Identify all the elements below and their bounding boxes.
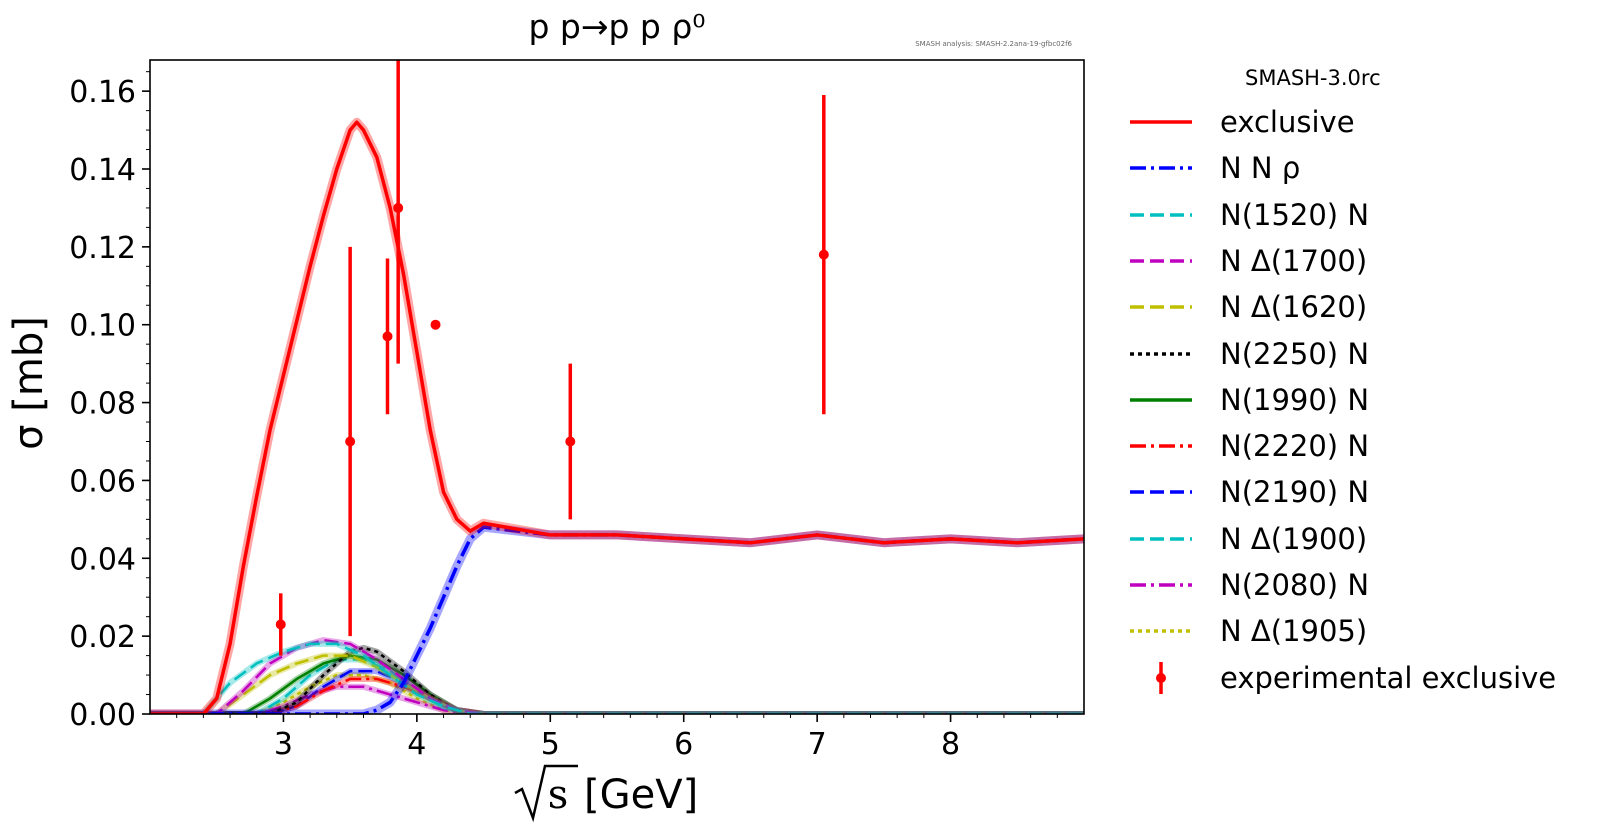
legend-entry: N(1990) N — [1130, 380, 1369, 420]
plot-frame — [149, 59, 1085, 715]
legend-entry: N Δ(1900) — [1130, 519, 1367, 559]
legend-entry: N(1520) N — [1130, 195, 1369, 235]
y-tick-label: 0.14 — [69, 153, 136, 188]
legend-label: exclusive — [1220, 105, 1355, 139]
legend-swatch — [1130, 259, 1192, 263]
y-tick-label: 0.00 — [69, 698, 136, 733]
y-tick-label: 0.04 — [69, 542, 136, 577]
x-tick-label: 4 — [407, 727, 426, 762]
legend-entry: N(2220) N — [1130, 426, 1369, 466]
legend-label: experimental exclusive — [1220, 660, 1557, 695]
legend-label: N(2220) N — [1220, 429, 1370, 464]
y-tick-label: 0.12 — [69, 231, 136, 266]
x-tick-label: 5 — [541, 727, 560, 762]
legend-swatch — [1130, 120, 1192, 124]
legend-label: N Δ(1905) — [1220, 614, 1368, 649]
legend-swatch — [1130, 583, 1192, 587]
experimental-points — [275, 60, 829, 656]
x-tick-label: 3 — [274, 727, 293, 762]
series-line — [150, 642, 1084, 714]
y-tick-label: 0.02 — [69, 620, 136, 655]
legend-entry: N(2190) N — [1130, 472, 1369, 512]
x-axis-label-unit: [GeV] — [584, 772, 698, 818]
legend-label: N Δ(1700) — [1220, 243, 1368, 278]
legend-swatch — [1130, 444, 1192, 448]
series-band — [150, 117, 1084, 714]
legend-label: N Δ(1620) — [1220, 290, 1368, 325]
legend-swatch — [1130, 490, 1192, 495]
x-tick-label: 7 — [808, 727, 827, 762]
data-point — [345, 436, 356, 447]
legend-swatch — [1130, 305, 1192, 309]
sqrt-sign-icon — [514, 764, 578, 823]
legend-entry: N Δ(1620) — [1130, 287, 1367, 327]
legend-entry: N Δ(1905) — [1130, 611, 1367, 651]
legend-swatch — [1130, 536, 1192, 541]
y-tick-label: 0.06 — [69, 464, 136, 499]
data-point — [430, 319, 441, 330]
y-tick-label: 0.08 — [69, 387, 136, 422]
watermark: SMASH analysis: SMASH-2.2ana-19-gfbc02f6 — [915, 40, 1072, 48]
y-tick-label: 0.10 — [69, 309, 136, 344]
x-axis-label: s [GeV] — [514, 764, 698, 823]
legend-swatch — [1130, 166, 1192, 171]
x-tick-label: 8 — [941, 727, 960, 762]
data-point — [275, 619, 286, 630]
y-axis-label: σ [mb] — [6, 316, 52, 450]
chart-title: p p→p p ρ⁰ — [528, 7, 705, 46]
legend-title: SMASH-3.0rc — [1245, 66, 1381, 90]
data-point — [818, 249, 829, 260]
legend-swatch — [1130, 629, 1192, 634]
data-point — [382, 331, 393, 342]
y-tick-labels: 0.00 0.02 0.04 0.06 0.08 0.10 0.12 0.14 0.16 — [69, 75, 136, 733]
legend-label: N(2190) N — [1220, 475, 1370, 510]
legend-label: N Δ(1900) — [1220, 521, 1368, 556]
legend-entry: experimental exclusive — [1130, 658, 1556, 698]
series-layer — [150, 117, 1084, 714]
legend-swatch — [1130, 351, 1192, 356]
legend-swatch — [1130, 212, 1192, 217]
legend-swatch — [1130, 398, 1192, 402]
legend-entry: N(2250) N — [1130, 334, 1369, 374]
legend-label: N(1990) N — [1220, 382, 1370, 417]
legend-entry: N Δ(1700) — [1130, 241, 1367, 281]
x-tick-label: 6 — [674, 727, 693, 762]
legend-entry: exclusive — [1130, 102, 1355, 142]
x-tick-labels: 3 4 5 6 7 8 — [274, 727, 960, 762]
legend-entry: N(2080) N — [1130, 565, 1369, 605]
series-band — [150, 672, 1084, 714]
legend-label: N(1520) N — [1220, 197, 1370, 232]
series-line — [150, 120, 1084, 714]
x-axis-label-symbol: s — [548, 772, 569, 818]
legend-label: N(2080) N — [1220, 568, 1370, 602]
y-tick-label: 0.16 — [69, 75, 136, 110]
legend-label: N N ρ — [1220, 151, 1301, 186]
legend-swatch — [1156, 661, 1166, 694]
legend-entry: N N ρ — [1130, 148, 1300, 188]
legend-label: N(2250) N — [1220, 336, 1370, 371]
data-point — [565, 436, 576, 447]
data-point — [393, 202, 404, 213]
series-line — [150, 685, 1084, 714]
